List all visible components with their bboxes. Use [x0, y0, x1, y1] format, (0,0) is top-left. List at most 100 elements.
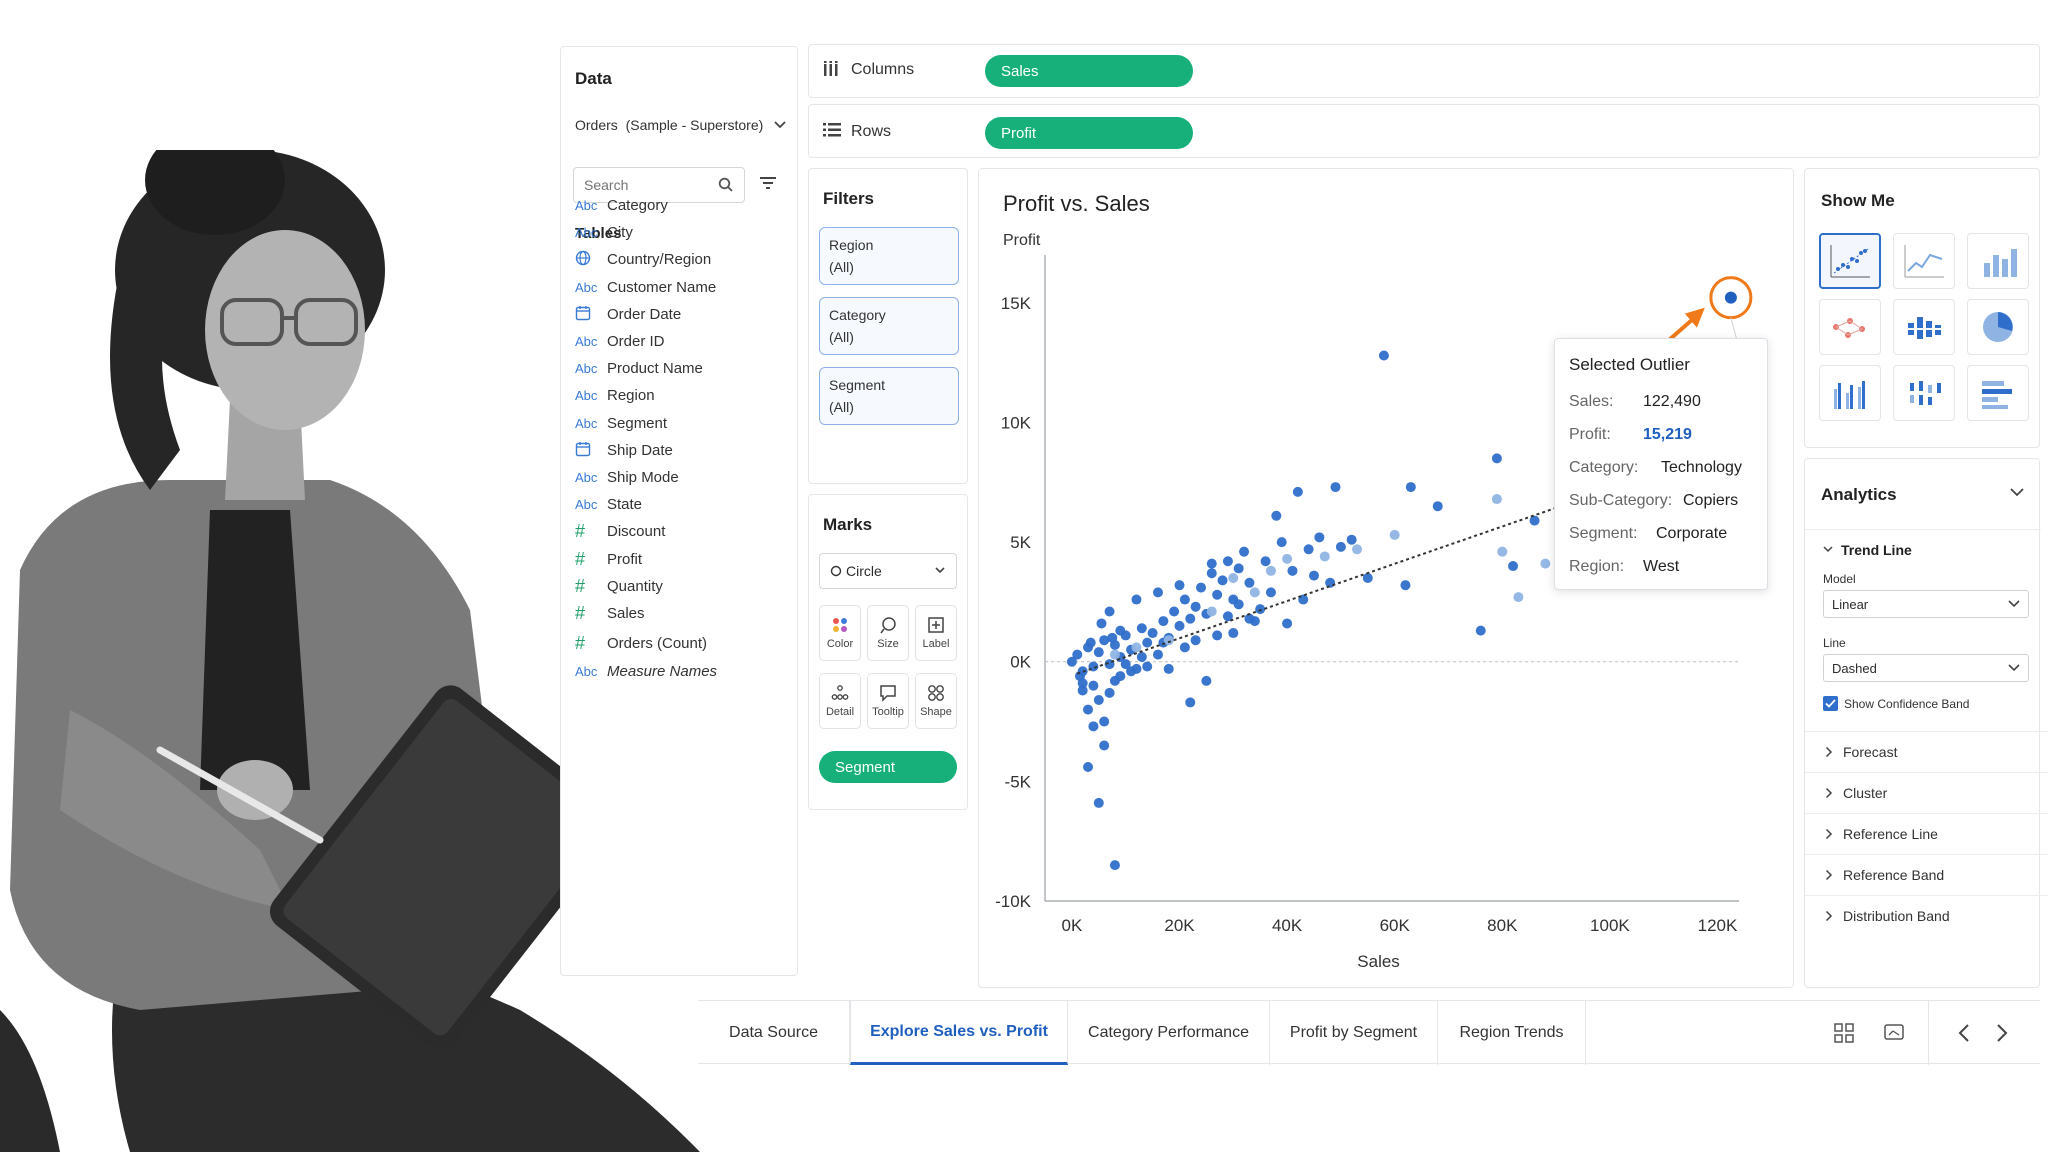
- pie-chart-icon: [1983, 312, 2013, 342]
- string-type-icon: Abc: [575, 496, 598, 512]
- x-tick-label: 120K: [1698, 916, 1738, 935]
- field-item[interactable]: Abc Order ID: [575, 330, 665, 352]
- scatter-point: [1136, 651, 1147, 662]
- detail-button[interactable]: Detail: [819, 673, 861, 729]
- filter-segment[interactable]: Segment (All): [819, 367, 959, 425]
- tab-profit-by-segment[interactable]: Profit by Segment: [1270, 1001, 1438, 1065]
- scatter-point: [1147, 628, 1158, 639]
- model-value: Linear: [1832, 596, 1869, 612]
- field-item[interactable]: # Discount: [575, 520, 665, 542]
- color-button[interactable]: Color: [819, 605, 861, 661]
- filters-title: Filters: [823, 189, 875, 208]
- field-item[interactable]: Order Date: [575, 303, 681, 325]
- pie-chart-option[interactable]: [1967, 299, 2029, 355]
- tooltip-row-label: Category:: [1569, 459, 1639, 476]
- field-item[interactable]: Abc Measure Names: [575, 660, 717, 682]
- filter-category[interactable]: Category (All): [819, 297, 959, 355]
- scatter-point: [1107, 632, 1118, 643]
- filter-value: (All): [829, 399, 854, 415]
- label-icon: [928, 617, 944, 633]
- scatter-chart-option[interactable]: [1819, 233, 1881, 289]
- horizontal-bar-option[interactable]: [1967, 365, 2029, 421]
- field-item[interactable]: Abc Product Name: [575, 357, 703, 379]
- field-item[interactable]: Abc Segment: [575, 412, 667, 434]
- model-select[interactable]: Linear: [1823, 590, 2029, 618]
- scatter-point: [1077, 685, 1088, 696]
- analytics-item[interactable]: Forecast: [1805, 731, 2048, 771]
- field-item[interactable]: Country/Region: [575, 248, 711, 270]
- field-item[interactable]: Abc Region: [575, 384, 655, 406]
- gantt-chart-option[interactable]: [1893, 299, 1955, 355]
- chevron-left-icon[interactable]: [1958, 1023, 1970, 1043]
- marks-card: Marks Circle Color Size Label Detail Too…: [808, 494, 968, 810]
- side-by-side-option[interactable]: [1819, 365, 1881, 421]
- field-item[interactable]: # Orders (Count): [575, 632, 707, 654]
- rows-pill-profit[interactable]: Profit: [985, 117, 1193, 149]
- bar-chart-option[interactable]: [1967, 233, 2029, 289]
- chevron-down-icon[interactable]: [2009, 487, 2025, 497]
- chevron-right-icon: [1825, 787, 1833, 799]
- grid-view-icon[interactable]: [1834, 1023, 1854, 1043]
- trend-line-toggle[interactable]: Trend Line: [1823, 542, 1912, 558]
- columns-shelf[interactable]: Columns Sales: [808, 44, 2040, 98]
- shape-button[interactable]: Shape: [915, 673, 957, 729]
- confidence-band-checkbox[interactable]: Show Confidence Band: [1823, 696, 1969, 711]
- field-item[interactable]: Abc Customer Name: [575, 276, 716, 298]
- line-chart-option[interactable]: [1893, 233, 1955, 289]
- field-name: Measure Names: [607, 662, 718, 680]
- search-input-wrapper[interactable]: [573, 167, 745, 203]
- field-item[interactable]: # Quantity: [575, 575, 663, 597]
- segment-pill[interactable]: Segment: [819, 751, 957, 783]
- scatter-point: [1244, 613, 1255, 624]
- rows-icon: [823, 123, 841, 137]
- field-item[interactable]: Ship Date: [575, 439, 673, 461]
- filter-region[interactable]: Region (All): [819, 227, 959, 285]
- columns-pill-sales[interactable]: Sales: [985, 55, 1193, 87]
- line-select[interactable]: Dashed: [1823, 654, 2029, 682]
- tab-data-source[interactable]: Data Source: [698, 1001, 850, 1065]
- dot-grid-option[interactable]: [1893, 365, 1955, 421]
- scatter-point: [1352, 544, 1363, 555]
- scatter-point: [1083, 762, 1094, 773]
- line-value: Dashed: [1832, 660, 1877, 676]
- search-input[interactable]: [584, 177, 704, 193]
- field-item[interactable]: # Sales: [575, 602, 645, 624]
- color-label: Color: [826, 638, 854, 650]
- rows-shelf[interactable]: Rows Profit: [808, 104, 2040, 158]
- field-item[interactable]: Abc City: [575, 221, 633, 243]
- marks-title: Marks: [823, 515, 873, 534]
- analytics-item[interactable]: Reference Line: [1805, 813, 2048, 853]
- label-button[interactable]: Label: [915, 605, 957, 661]
- tab-region-trends[interactable]: Region Trends: [1438, 1001, 1586, 1065]
- scatter-point: [1491, 453, 1502, 464]
- scatter-point: [1099, 716, 1110, 727]
- tooltip-row-value: Corporate: [1656, 525, 1728, 542]
- tooltip-button[interactable]: Tooltip: [867, 673, 909, 729]
- analytics-item[interactable]: Distribution Band: [1805, 895, 2048, 935]
- scatter-point: [1292, 486, 1303, 497]
- data-source-select[interactable]: Orders (Sample - Superstore): [575, 113, 787, 137]
- mark-type-select[interactable]: Circle: [819, 553, 957, 589]
- scatter-point: [1190, 601, 1201, 612]
- presentation-icon[interactable]: [1884, 1023, 1904, 1043]
- scatter-point: [1085, 637, 1096, 648]
- analytics-item[interactable]: Reference Band: [1805, 854, 2048, 894]
- y-tick-label: -10K: [995, 892, 1032, 911]
- tab-explore-sales-vs-profit[interactable]: Explore Sales vs. Profit: [850, 1001, 1068, 1065]
- search-icon[interactable]: [718, 177, 734, 193]
- tab-category-performance[interactable]: Category Performance: [1068, 1001, 1270, 1065]
- filter-icon[interactable]: [759, 175, 777, 191]
- analytics-item[interactable]: Cluster: [1805, 772, 2048, 812]
- size-button[interactable]: Size: [867, 605, 909, 661]
- field-item[interactable]: Abc Category: [575, 194, 668, 216]
- field-item[interactable]: # Profit: [575, 548, 642, 570]
- x-tick-label: 80K: [1487, 916, 1518, 935]
- field-item[interactable]: Abc Ship Mode: [575, 466, 679, 488]
- network-chart-option[interactable]: [1819, 299, 1881, 355]
- scatter-point: [1244, 577, 1255, 588]
- data-pane-title: Data: [575, 69, 612, 88]
- field-item[interactable]: Abc State: [575, 493, 642, 515]
- scatter-point: [1096, 618, 1107, 629]
- tooltip-row: Segment: Corporate: [1569, 525, 1759, 543]
- chevron-right-icon[interactable]: [1996, 1023, 2008, 1043]
